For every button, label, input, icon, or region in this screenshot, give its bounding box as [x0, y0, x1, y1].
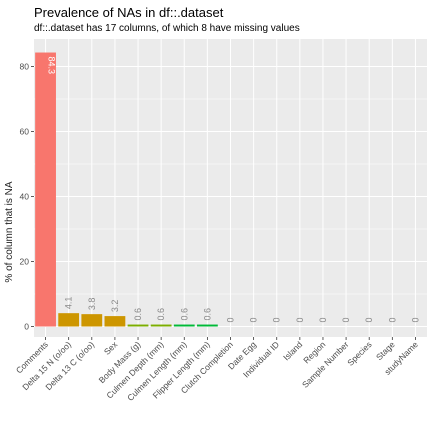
data-label: 4.1: [64, 297, 74, 310]
chart-subtitle: df::.dataset has 17 columns, of which 8 …: [34, 23, 300, 34]
data-label: 0: [249, 317, 259, 322]
data-label: 0: [364, 317, 374, 322]
bar: [58, 313, 80, 327]
data-label: 0.6: [202, 308, 212, 321]
data-label: 0: [226, 317, 236, 322]
x-tick-label: Species: [345, 339, 373, 367]
bar: [196, 324, 218, 327]
data-label: 0: [318, 317, 328, 322]
data-labels: 84.3 4.1 3.8 3.2 0.6 0.6 0.6 0.6 0 0 0 0 0 0 0 0 0: [47, 57, 421, 323]
data-label: 3.2: [110, 300, 120, 313]
data-label: 0: [295, 317, 305, 322]
bar: [173, 324, 195, 327]
bars: [35, 52, 218, 327]
chart-title: Prevalence of NAs in df::.dataset: [34, 5, 224, 20]
bar: [35, 52, 56, 327]
y-tick-label: 40: [20, 192, 30, 202]
data-label: 3.8: [87, 298, 97, 311]
data-label: 0: [410, 317, 420, 322]
y-tick-label: 60: [20, 127, 30, 137]
data-label: 0.6: [133, 308, 143, 321]
y-axis-label: % of column that is NA: [4, 181, 15, 282]
data-label: 84.3: [47, 57, 57, 75]
data-label: 0: [341, 317, 351, 322]
y-tick-label: 20: [20, 257, 30, 267]
data-label: 0: [387, 317, 397, 322]
y-axis-ticks: 0 20 40 60 80: [20, 62, 34, 332]
x-tick-label: Sex: [102, 339, 120, 357]
y-tick-label: 0: [24, 322, 29, 332]
bar: [150, 324, 172, 327]
data-label: 0: [272, 317, 282, 322]
y-tick-label: 80: [20, 62, 30, 72]
bar: [104, 316, 126, 327]
data-label: 0.6: [179, 308, 189, 321]
bar: [127, 324, 149, 327]
bar: [81, 314, 103, 327]
data-label: 0.6: [156, 308, 166, 321]
